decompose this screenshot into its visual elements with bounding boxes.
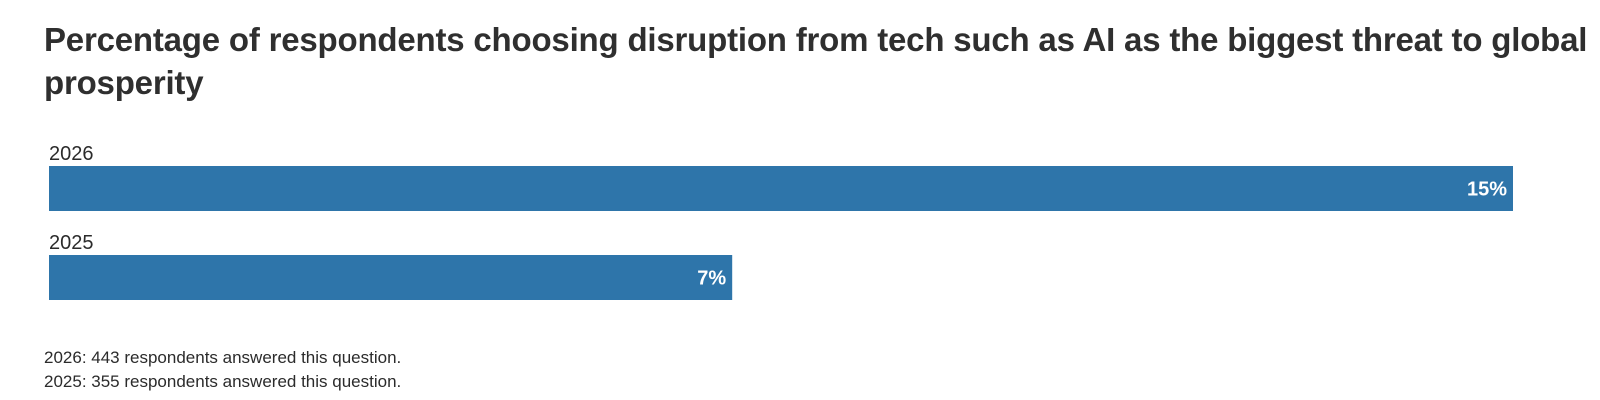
bar-chart: 2026 15% 2025 7% [49,143,1513,300]
category-label-2025: 2025 [49,232,94,254]
category-label-2026: 2026 [49,143,94,165]
note-2025: 2025: 355 respondents answered this ques… [44,372,402,391]
chart-title: Percentage of respondents choosing disru… [44,21,1588,101]
bar-2025 [49,255,733,300]
respondent-notes: 2026: 443 respondents answered this ques… [44,346,401,394]
value-label-2026: 15% [1467,179,1507,201]
value-label-2025: 7% [697,268,726,290]
bar-2026 [49,166,1513,211]
note-2026: 2026: 443 respondents answered this ques… [44,348,402,367]
